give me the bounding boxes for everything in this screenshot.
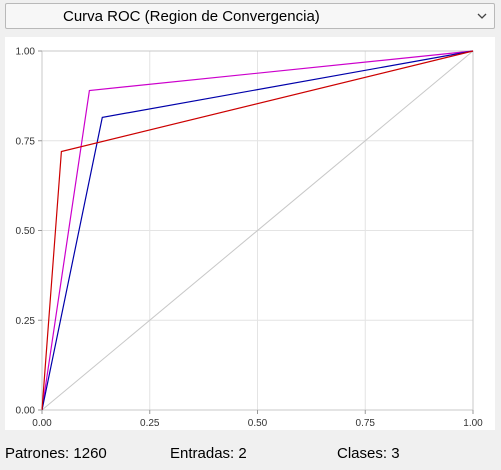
clases-label: Clases:	[337, 445, 388, 462]
x-tick-label: 0.50	[248, 418, 268, 429]
y-tick-label: 0.00	[16, 406, 36, 417]
y-tick-label: 0.50	[16, 226, 36, 237]
y-tick-label: 0.25	[16, 316, 36, 327]
chart-type-dropdown[interactable]: Curva ROC (Region de Convergencia)	[5, 3, 495, 29]
roc-curve-3	[41, 50, 474, 411]
roc-curve-2	[41, 50, 474, 411]
chance-diagonal	[41, 50, 474, 411]
dropdown-selected-value: Curva ROC (Region de Convergencia)	[63, 8, 320, 25]
y-axis-ticks: 0.00 0.25 0.50 0.75 1.00	[16, 47, 42, 417]
roc-curve-1	[41, 50, 474, 411]
entradas-label: Entradas:	[170, 445, 235, 462]
y-tick-label: 1.00	[16, 47, 36, 58]
y-tick-label: 0.75	[16, 136, 36, 147]
entradas-status: Entradas: 2	[170, 445, 247, 462]
x-tick-label: 0.25	[140, 418, 160, 429]
roc-series	[41, 50, 474, 411]
diagonal-line	[41, 50, 474, 411]
patrones-value: 1260	[73, 445, 107, 462]
x-tick-label: 0.75	[356, 418, 376, 429]
x-tick-label: 1.00	[463, 418, 483, 429]
roc-chart-panel: 0.00 0.25 0.50 0.75 1.00 0.00 0.25 0.50 0.75 1.0…	[5, 37, 495, 430]
chevron-down-icon[interactable]	[476, 10, 488, 22]
patrones-status: Patrones: 1260	[5, 445, 107, 462]
entradas-value: 2	[238, 445, 247, 462]
roc-chart: 0.00 0.25 0.50 0.75 1.00 0.00 0.25 0.50 0.75 1.0…	[16, 47, 484, 430]
x-axis-ticks: 0.00 0.25 0.50 0.75 1.00	[32, 410, 483, 429]
clases-value: 3	[391, 445, 400, 462]
patrones-label: Patrones:	[5, 445, 70, 462]
x-tick-label: 0.00	[32, 418, 52, 429]
clases-status: Clases: 3	[337, 445, 400, 462]
